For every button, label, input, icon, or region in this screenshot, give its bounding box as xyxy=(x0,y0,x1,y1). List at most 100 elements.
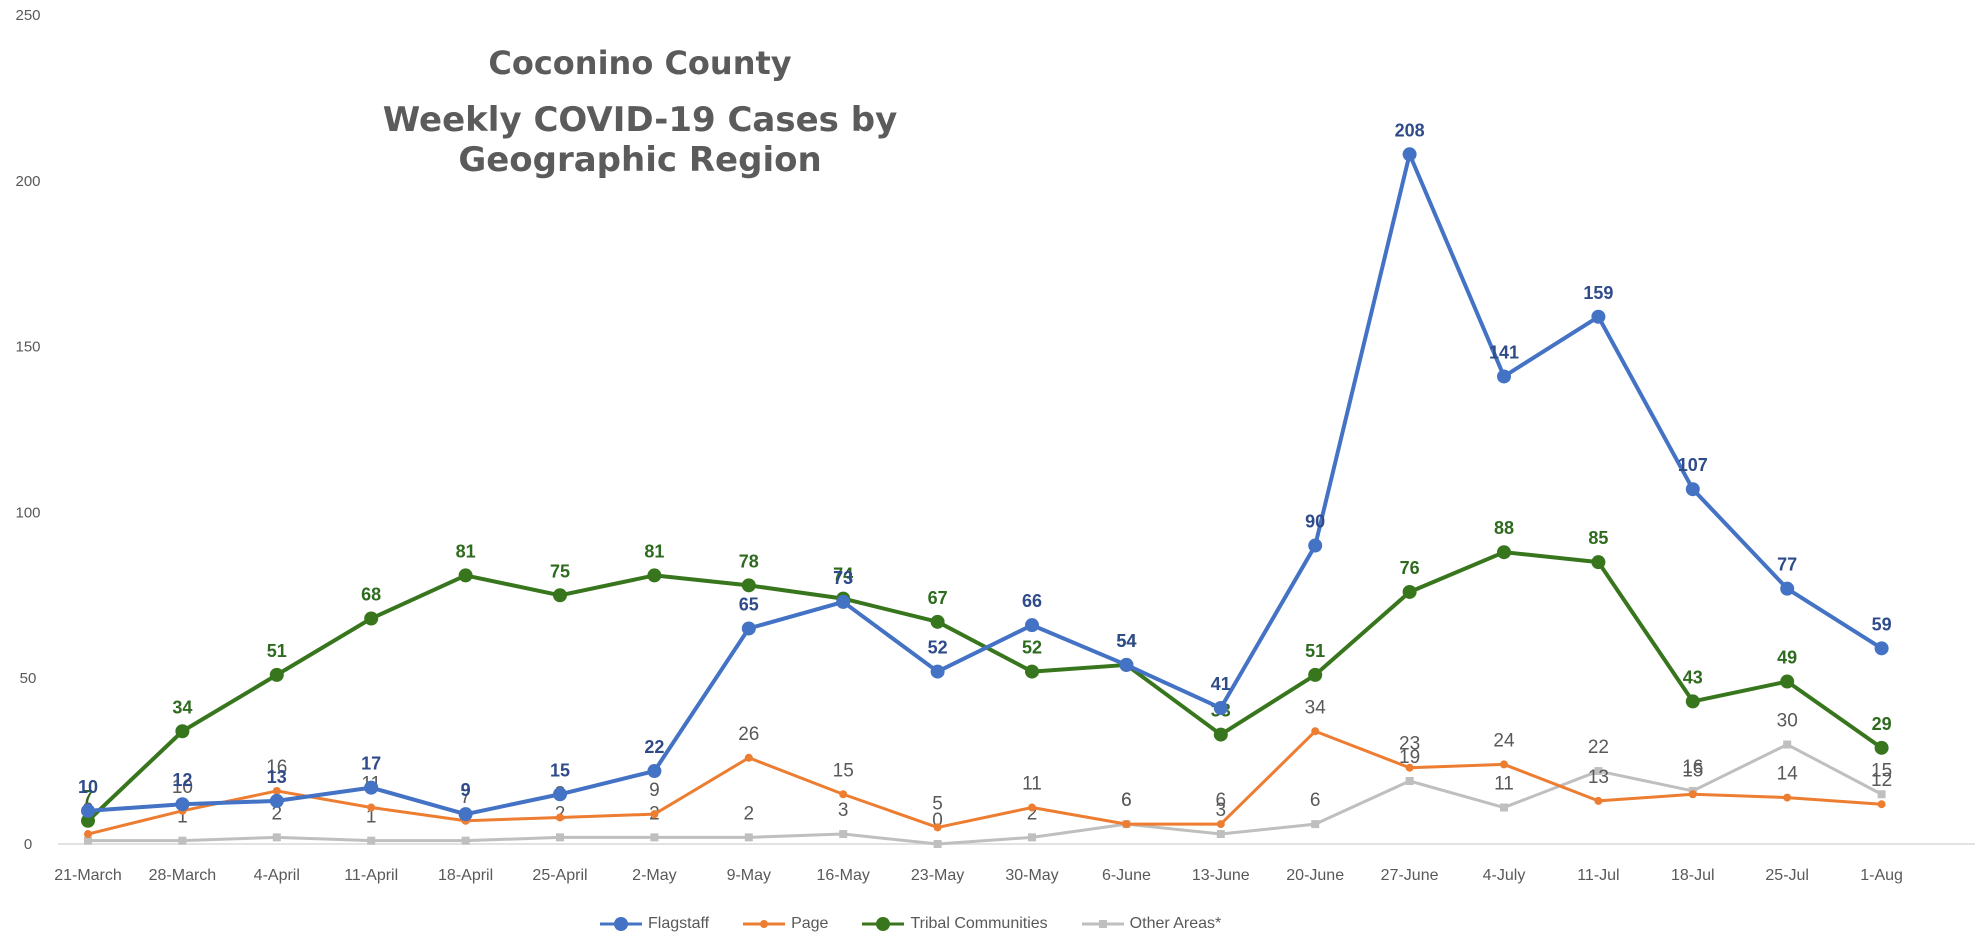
chart-title: Coconino County xyxy=(488,44,792,82)
data-label: 34 xyxy=(172,697,192,717)
legend-item: Page xyxy=(743,914,828,934)
data-point xyxy=(1311,727,1320,736)
legend-swatch xyxy=(1081,914,1124,934)
data-label: 107 xyxy=(1678,455,1708,475)
data-label: 141 xyxy=(1489,342,1519,362)
data-point xyxy=(1591,309,1606,324)
x-tick-label: 28-March xyxy=(149,867,217,884)
data-label: 6 xyxy=(1216,790,1227,811)
data-label: 75 xyxy=(550,561,570,581)
series-line-page xyxy=(87,729,1882,836)
data-label: 59 xyxy=(1872,614,1892,634)
legend-label: Other Areas* xyxy=(1129,915,1222,932)
data-label: 7 xyxy=(83,787,93,807)
x-tick-label: 18-Jul xyxy=(1671,867,1715,884)
data-point xyxy=(1025,618,1039,633)
data-label: 52 xyxy=(1022,638,1042,658)
legend-swatch xyxy=(600,914,642,934)
data-point xyxy=(175,724,190,739)
data-point xyxy=(364,780,379,795)
data-point xyxy=(1216,820,1225,829)
data-label: 6 xyxy=(1310,790,1321,811)
data-point xyxy=(1028,833,1036,842)
data-point xyxy=(1874,641,1889,656)
legend-item: Other Areas* xyxy=(1081,914,1222,934)
data-label: 26 xyxy=(738,724,759,745)
data-point xyxy=(647,764,662,779)
data-point xyxy=(1122,820,1131,829)
x-tick-label: 21-March xyxy=(54,867,122,884)
data-label: 65 xyxy=(739,594,759,614)
data-point xyxy=(1028,803,1036,812)
data-label: 88 xyxy=(1494,518,1514,538)
x-tick-label: 30-May xyxy=(1005,867,1058,884)
data-point xyxy=(1688,790,1697,799)
data-point xyxy=(1500,760,1508,769)
x-tick-label: 4-July xyxy=(1483,867,1526,884)
data-point xyxy=(556,833,564,842)
data-point xyxy=(1213,701,1228,716)
data-label: 1 xyxy=(366,807,377,828)
data-point xyxy=(1500,803,1508,812)
data-label: 22 xyxy=(1588,737,1609,758)
data-label: 51 xyxy=(1305,641,1325,661)
x-tick-label: 11-Jul xyxy=(1577,867,1619,884)
x-tick-label: 2-May xyxy=(632,867,676,884)
data-point xyxy=(836,594,851,609)
data-label: 34 xyxy=(1305,697,1327,718)
data-point xyxy=(458,568,473,583)
data-label: 54 xyxy=(1116,631,1136,651)
data-point xyxy=(1877,790,1886,799)
data-point xyxy=(744,833,753,842)
data-label: 2 xyxy=(272,803,283,824)
y-tick-label: 50 xyxy=(20,670,37,687)
data-point xyxy=(461,836,470,845)
data-label: 15 xyxy=(833,760,854,781)
data-label: 41 xyxy=(1211,674,1231,694)
x-tick-label: 20-June xyxy=(1286,867,1344,884)
x-tick-label: 4-April xyxy=(254,867,300,884)
data-point xyxy=(1497,545,1511,560)
legend-label: Page xyxy=(791,915,829,932)
data-label: 68 xyxy=(361,585,381,605)
data-point xyxy=(272,786,281,795)
data-point xyxy=(1216,830,1225,839)
data-point xyxy=(272,833,281,842)
data-label: 13 xyxy=(1588,767,1609,788)
data-point xyxy=(1877,800,1886,809)
data-point xyxy=(178,836,187,845)
data-label: 19 xyxy=(1399,747,1420,768)
data-label: 10 xyxy=(78,777,98,797)
data-point xyxy=(1874,740,1889,755)
data-point xyxy=(1497,369,1511,384)
data-point xyxy=(553,787,567,802)
data-point xyxy=(1783,740,1792,749)
data-label: 12 xyxy=(1871,770,1892,791)
data-point xyxy=(1402,584,1417,599)
data-label: 54 xyxy=(1116,631,1136,651)
y-tick-label: 250 xyxy=(15,7,40,24)
data-point xyxy=(1591,555,1606,570)
data-point xyxy=(1405,763,1414,772)
x-tick-label: 27-June xyxy=(1381,867,1439,884)
data-label: 66 xyxy=(1022,591,1042,611)
x-tick-label: 9-May xyxy=(727,867,771,884)
data-point xyxy=(1119,657,1134,672)
x-tick-label: 13-June xyxy=(1192,867,1250,884)
series-line-other-areas xyxy=(88,743,1883,846)
data-label: 23 xyxy=(1399,734,1420,755)
data-point xyxy=(269,667,284,682)
data-label: 6 xyxy=(1121,790,1132,811)
data-label: 13 xyxy=(267,767,287,787)
data-label: 9 xyxy=(461,780,471,800)
data-label: 81 xyxy=(644,541,664,561)
data-label: 74 xyxy=(833,565,853,585)
data-label: 16 xyxy=(1682,757,1703,778)
data-point xyxy=(84,836,92,845)
x-tick-label: 25-Jul xyxy=(1765,867,1809,884)
data-point xyxy=(839,790,848,799)
data-label: 78 xyxy=(739,551,759,571)
data-point xyxy=(1594,767,1603,776)
legend-label: Tribal Communities xyxy=(910,915,1048,932)
series-line-tribal-communities xyxy=(86,550,1883,823)
